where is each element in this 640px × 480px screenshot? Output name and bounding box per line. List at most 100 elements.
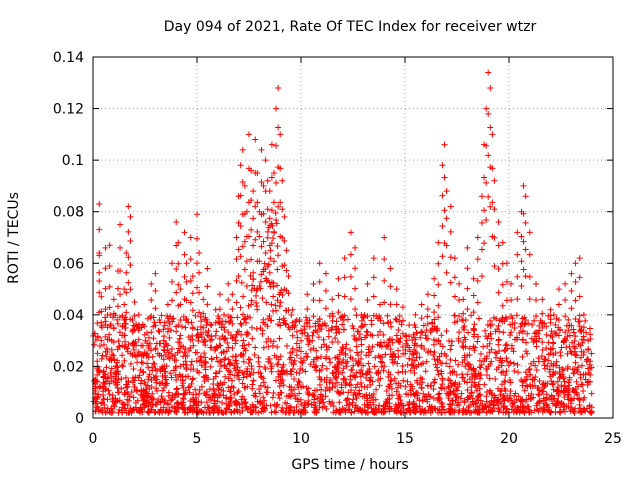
- data-point-marker: [149, 353, 156, 360]
- data-point-marker: [277, 370, 284, 377]
- data-point: [304, 291, 311, 342]
- data-point-marker: [267, 360, 274, 367]
- data-point-marker: [430, 386, 437, 393]
- data-point-marker: [329, 317, 336, 324]
- data-point-marker: [156, 380, 163, 387]
- data-point-marker: [130, 394, 137, 401]
- data-point-marker: [318, 376, 325, 383]
- data-point-marker: [275, 356, 282, 363]
- data-point-marker: [235, 388, 242, 395]
- data-point-marker: [272, 302, 279, 309]
- data-point-marker: [336, 390, 343, 397]
- data-point-marker: [369, 408, 376, 415]
- data-point: [483, 105, 490, 223]
- data-point-marker: [241, 316, 248, 323]
- data-point-marker: [497, 398, 504, 405]
- data-point-marker: [270, 235, 277, 242]
- data-point-marker: [384, 405, 391, 412]
- data-point-marker: [543, 401, 550, 408]
- data-point-marker: [414, 377, 421, 384]
- data-point: [562, 280, 569, 336]
- data-point-marker: [213, 354, 220, 361]
- data-point: [522, 193, 529, 280]
- data-point-marker: [229, 353, 236, 360]
- data-point-marker: [245, 302, 252, 309]
- data-point-marker: [236, 376, 243, 383]
- data-point-marker: [355, 407, 362, 414]
- data-point-marker: [576, 318, 583, 325]
- data-point-marker: [310, 391, 317, 398]
- data-point-marker: [460, 409, 467, 416]
- data-point-marker: [381, 363, 388, 370]
- data-point-marker: [397, 335, 404, 342]
- data-point-marker: [323, 353, 330, 360]
- data-point: [424, 291, 431, 342]
- data-point-marker: [269, 342, 276, 349]
- data-point-marker: [102, 318, 109, 325]
- data-point-marker: [392, 354, 399, 361]
- data-point-marker: [226, 319, 233, 326]
- data-point-marker: [517, 323, 524, 330]
- data-point-marker: [261, 364, 268, 371]
- data-point: [123, 249, 130, 316]
- data-point: [94, 358, 101, 385]
- data-point-marker: [369, 378, 376, 385]
- data-point-marker: [500, 395, 507, 402]
- data-point-marker: [274, 282, 281, 289]
- data-point-marker: [367, 374, 374, 381]
- data-point-marker: [242, 399, 249, 406]
- data-point-marker: [515, 393, 522, 400]
- data-point-marker: [468, 389, 475, 396]
- data-point-marker: [202, 329, 209, 336]
- data-point-marker: [269, 394, 276, 401]
- data-point-marker: [282, 409, 289, 416]
- data-point: [555, 286, 562, 339]
- data-point-marker: [143, 397, 150, 404]
- data-point-marker: [545, 357, 552, 364]
- data-point-marker: [459, 374, 466, 381]
- data-point: [580, 311, 587, 355]
- data-point-marker: [288, 384, 295, 391]
- data-point-marker: [248, 324, 255, 331]
- data-point-marker: [233, 331, 240, 338]
- data-point-marker: [377, 358, 384, 365]
- data-point: [587, 358, 594, 385]
- data-point-marker: [319, 362, 326, 369]
- data-point-marker: [234, 314, 241, 321]
- data-point-marker: [247, 372, 254, 379]
- data-point-marker: [152, 346, 159, 353]
- data-point-marker: [512, 336, 519, 343]
- data-point-marker: [359, 393, 366, 400]
- data-point-marker: [399, 362, 406, 369]
- data-point: [499, 239, 506, 309]
- data-point-marker: [291, 357, 298, 364]
- data-point-marker: [496, 317, 503, 324]
- data-point-marker: [107, 321, 114, 328]
- data-point-marker: [118, 385, 125, 392]
- data-point-marker: [264, 228, 271, 235]
- data-point-marker: [164, 400, 171, 407]
- data-point-marker: [299, 330, 306, 337]
- data-point-marker: [368, 405, 375, 412]
- data-point-marker: [164, 407, 171, 414]
- data-point-marker: [271, 408, 278, 415]
- data-point-marker: [519, 408, 526, 415]
- data-point-marker: [311, 396, 318, 403]
- data-point: [216, 291, 223, 342]
- data-point-marker: [466, 361, 473, 368]
- data-point-marker: [257, 370, 264, 377]
- data-point-marker: [180, 343, 187, 350]
- data-point-marker: [96, 343, 103, 350]
- data-point-marker: [309, 332, 316, 339]
- data-point-marker: [446, 377, 453, 384]
- data-point-marker: [475, 333, 482, 340]
- data-point-marker: [231, 408, 238, 415]
- data-point-marker: [275, 252, 282, 259]
- data-point-marker: [100, 341, 107, 348]
- data-point-marker: [395, 380, 402, 387]
- data-point-marker: [204, 399, 211, 406]
- data-point-marker: [488, 321, 495, 328]
- data-point-marker: [166, 334, 173, 341]
- data-point-marker: [586, 325, 593, 332]
- data-point-marker: [323, 346, 330, 353]
